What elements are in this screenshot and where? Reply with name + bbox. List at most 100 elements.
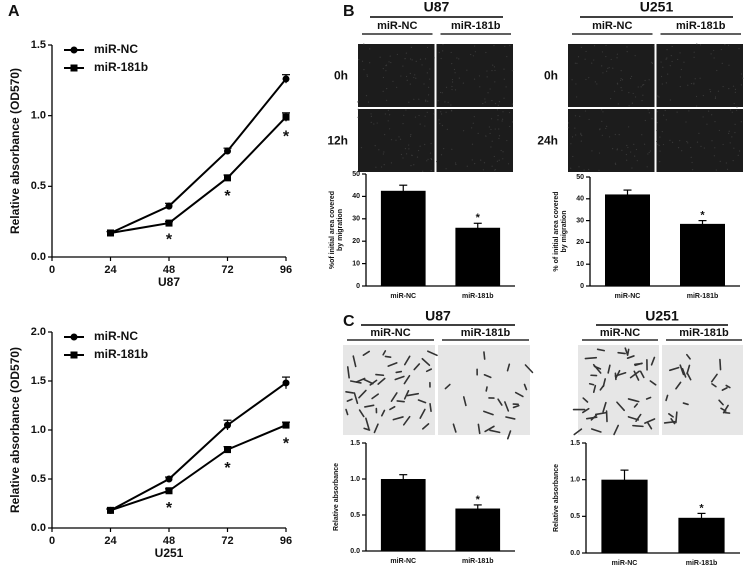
image-speckle xyxy=(458,58,460,60)
image-speckle xyxy=(721,62,723,64)
cell-stain xyxy=(363,427,371,431)
image-speckle xyxy=(430,142,432,145)
image-speckle xyxy=(486,76,488,78)
image-speckle xyxy=(494,128,496,130)
cell-stain xyxy=(725,384,731,389)
image-speckle xyxy=(374,145,376,147)
image-speckle xyxy=(357,100,359,103)
image-speckle xyxy=(439,123,441,125)
image-speckle xyxy=(679,52,681,54)
image-speckle xyxy=(424,125,426,127)
image-speckle xyxy=(634,96,637,98)
significance-mark: * xyxy=(700,210,705,222)
image-speckle xyxy=(405,109,407,111)
image-speckle xyxy=(489,88,491,90)
x-tick-label: miR-181b xyxy=(686,560,718,566)
image-speckle xyxy=(470,53,472,56)
image-speckle xyxy=(451,88,453,91)
image-speckle xyxy=(492,64,494,66)
image-speckle xyxy=(568,122,570,124)
image-speckle xyxy=(626,50,628,53)
y-tick-label: 1.5 xyxy=(31,375,46,387)
image-speckle xyxy=(687,142,689,144)
y-tick-label: 30 xyxy=(352,216,360,223)
image-speckle xyxy=(601,134,603,136)
image-speckle xyxy=(629,77,632,80)
image-speckle xyxy=(614,133,616,136)
scratch-image xyxy=(656,109,743,172)
image-speckle xyxy=(382,153,384,155)
image-speckle xyxy=(375,166,377,168)
image-speckle xyxy=(423,83,425,85)
cell-stain xyxy=(588,382,595,386)
cell-stain xyxy=(633,362,643,366)
image-speckle xyxy=(398,136,400,138)
image-speckle xyxy=(633,143,635,145)
image-speckle xyxy=(584,110,587,112)
y-tick-label: 0.5 xyxy=(31,180,46,192)
cell-stain xyxy=(668,366,680,372)
y-tick-label: 0 xyxy=(356,283,360,290)
image-speckle xyxy=(733,102,735,105)
image-speckle xyxy=(646,166,648,168)
x-axis-label: U87 xyxy=(158,275,180,289)
image-speckle xyxy=(442,43,444,46)
image-speckle xyxy=(409,58,412,60)
x-tick-label: miR-NC xyxy=(615,293,641,300)
image-speckle xyxy=(656,111,658,113)
cell-title: U251 xyxy=(645,308,679,324)
image-speckle xyxy=(418,98,420,100)
image-speckle xyxy=(451,148,453,150)
image-speckle xyxy=(575,83,577,85)
x-tick-label: 24 xyxy=(104,264,117,276)
cell-stain xyxy=(514,391,524,398)
cell-stain xyxy=(406,392,420,397)
image-speckle xyxy=(361,60,364,62)
cell-stain xyxy=(632,424,644,428)
image-speckle xyxy=(384,113,386,115)
cell-stain xyxy=(573,428,583,436)
bar xyxy=(680,223,725,286)
x-tick-label: 0 xyxy=(49,535,55,547)
cell-stain xyxy=(380,409,386,417)
image-speckle xyxy=(626,46,628,48)
image-speckle xyxy=(370,113,372,115)
image-speckle xyxy=(484,98,486,100)
row-label: 0h xyxy=(544,69,558,83)
image-speckle xyxy=(688,110,690,112)
legend-label: miR-NC xyxy=(94,42,138,56)
image-speckle xyxy=(480,159,482,161)
series-line xyxy=(110,78,287,234)
image-speckle xyxy=(410,46,413,48)
x-tick-label: miR-181b xyxy=(462,558,494,565)
image-speckle xyxy=(419,58,422,60)
image-speckle xyxy=(634,55,636,57)
image-speckle xyxy=(367,101,370,103)
image-speckle xyxy=(679,76,682,78)
image-speckle xyxy=(714,97,716,99)
image-speckle xyxy=(661,83,663,85)
cell-stain xyxy=(358,409,365,418)
image-speckle xyxy=(575,134,577,136)
cell-stain xyxy=(602,401,607,413)
image-speckle xyxy=(734,123,736,125)
cell-title: U251 xyxy=(640,0,674,15)
image-speckle xyxy=(641,134,643,136)
cell-stain xyxy=(403,355,411,366)
image-speckle xyxy=(583,169,585,171)
column-label: miR-181b xyxy=(461,327,511,339)
image-speckle xyxy=(648,79,650,81)
image-speckle xyxy=(388,61,390,63)
cell-stain xyxy=(711,383,717,388)
cell-stain xyxy=(403,374,411,385)
image-speckle xyxy=(416,156,419,158)
image-speckle xyxy=(408,101,410,103)
image-speckle xyxy=(707,110,710,112)
image-speckle xyxy=(438,51,440,54)
image-speckle xyxy=(386,87,388,90)
image-speckle xyxy=(414,116,417,118)
y-axis-label: Relative absorbance xyxy=(553,464,560,532)
image-speckle xyxy=(396,53,398,56)
cell-stain xyxy=(346,366,350,379)
x-axis-label: U251 xyxy=(155,546,184,560)
